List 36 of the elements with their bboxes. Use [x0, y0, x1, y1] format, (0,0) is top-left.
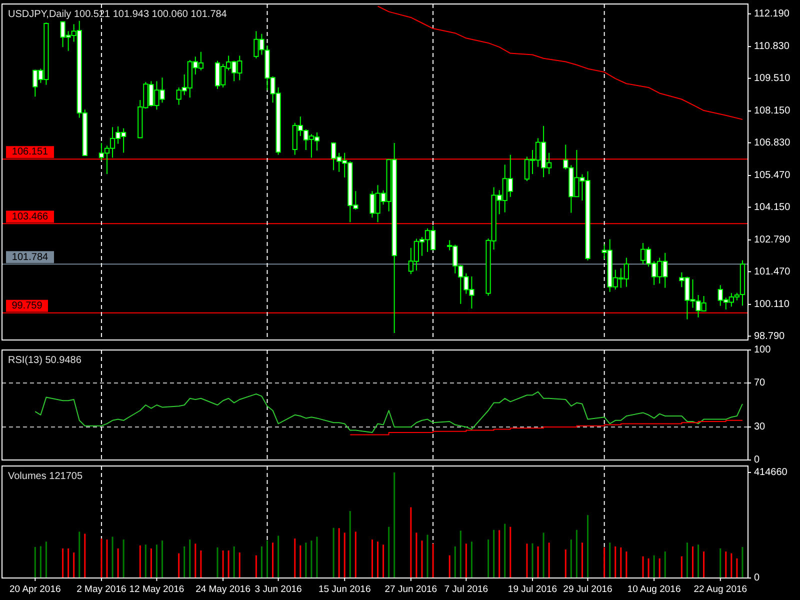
x-tick-label: 20 Apr 2016	[10, 584, 61, 595]
y-tick-label: 98.790	[754, 330, 786, 342]
x-tick-label: 15 Jun 2016	[318, 584, 371, 595]
x-tick-label: 24 May 2016	[196, 584, 251, 595]
y-tick-label: 0	[754, 454, 760, 466]
x-tick-label: 22 Aug 2016	[694, 584, 748, 595]
y-tick-label: 0	[754, 572, 760, 584]
y-tick-label: 109.510	[754, 72, 791, 84]
y-tick-label: 30	[754, 422, 766, 433]
y-tick-label: 106.830	[754, 137, 791, 148]
x-tick-label: 27 Jun 2016	[384, 584, 438, 595]
text: Volumes 121705	[8, 471, 83, 482]
y-tick-label: 414660	[754, 467, 788, 478]
x-tick-label: 3 Jun 2016	[254, 584, 302, 595]
x-tick-label: 10 Aug 2016	[627, 584, 681, 595]
y-tick-label: 104.150	[754, 202, 791, 213]
x-tick-label: 7 Jul 2016	[444, 584, 488, 595]
x-tick-label: 2 May 2016	[76, 584, 126, 595]
y-tick-label: 101.470	[754, 266, 791, 278]
y-tick-label: 112.190	[754, 8, 790, 20]
y-tick-label: 100.110	[754, 299, 790, 310]
ref-line-label: 99.759	[12, 300, 43, 312]
y-tick-label: 105.470	[754, 170, 791, 182]
ref-line-label: 103.466	[12, 211, 49, 222]
y-tick-label: 100	[754, 344, 772, 356]
y-tick-label: 108.150	[754, 106, 791, 117]
y-tick-label: 110.830	[754, 41, 790, 52]
text: RSI(13) 50.9486	[8, 355, 82, 366]
x-tick-label: 12 May 2016	[129, 584, 184, 595]
ref-line-label: 106.151	[12, 146, 49, 158]
x-tick-label: 19 Jul 2016	[508, 584, 558, 595]
ref-line-label: 101.784	[12, 252, 49, 263]
y-tick-label: 102.790	[754, 234, 791, 246]
y-tick-label: 70	[754, 378, 766, 389]
x-tick-label: 29 Jul 2016	[563, 584, 612, 595]
text: USDJPY,Daily 100.521 101.943 100.060 101.784	[8, 9, 228, 20]
